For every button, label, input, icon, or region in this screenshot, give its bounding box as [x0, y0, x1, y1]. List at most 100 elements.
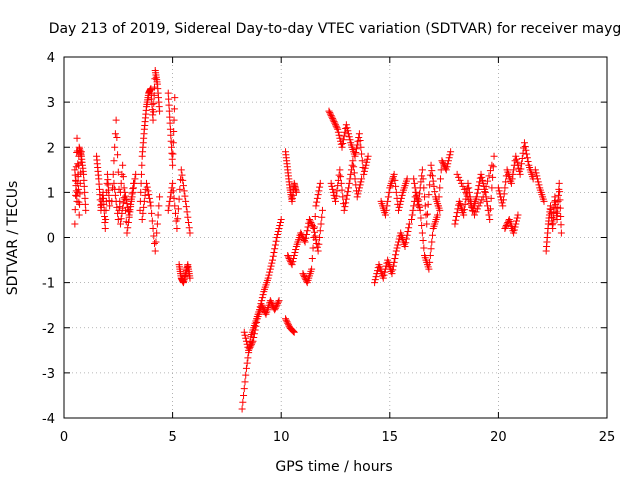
data-point [250, 334, 258, 342]
data-point [288, 261, 296, 269]
y-tick-label: -1 [42, 277, 55, 292]
data-point [110, 179, 118, 187]
data-point [384, 197, 392, 205]
data-point [248, 340, 256, 348]
x-tick-label: 25 [599, 430, 616, 445]
data-point [122, 196, 130, 204]
data-point [423, 210, 431, 218]
data-point [395, 235, 403, 243]
data-point [111, 185, 119, 193]
data-point [127, 197, 135, 205]
data-point [394, 206, 402, 214]
data-point [358, 157, 366, 165]
data-point [289, 327, 297, 335]
data-point [328, 182, 336, 190]
data-point [522, 146, 530, 154]
data-point [410, 179, 418, 187]
data-point [177, 166, 185, 174]
data-point [382, 206, 390, 214]
data-point [335, 131, 343, 139]
data-point [355, 187, 363, 195]
data-point [75, 211, 83, 219]
data-point [337, 140, 345, 148]
data-point [298, 232, 306, 240]
data-point [478, 196, 486, 204]
data-point [334, 176, 342, 184]
data-point [181, 192, 189, 200]
data-point [113, 133, 121, 141]
data-point [524, 158, 532, 166]
data-point [475, 182, 483, 190]
data-point [353, 141, 361, 149]
data-point [109, 170, 117, 178]
data-point [477, 170, 485, 178]
data-point [332, 197, 339, 205]
data-point [299, 234, 307, 241]
data-point [464, 179, 472, 187]
data-point [290, 328, 298, 336]
data-point [417, 214, 425, 222]
data-point [344, 188, 352, 196]
data-point [166, 193, 174, 201]
data-point [244, 354, 252, 362]
data-point [428, 167, 436, 175]
data-point [486, 167, 494, 175]
data-point [484, 177, 492, 185]
data-point [308, 220, 316, 228]
data-point [540, 197, 548, 205]
data-point [473, 193, 481, 201]
y-tick-label: 2 [47, 141, 55, 156]
data-point [372, 273, 380, 281]
data-point [466, 200, 474, 208]
data-point [326, 110, 334, 118]
data-point [74, 160, 82, 168]
data-point [533, 175, 541, 183]
data-point [519, 149, 527, 157]
data-point [533, 172, 541, 180]
data-point [481, 188, 489, 196]
data-point [166, 113, 174, 121]
data-point [302, 234, 310, 242]
data-point [101, 224, 109, 232]
data-point [396, 200, 404, 208]
data-point [119, 161, 127, 169]
data-point [145, 191, 153, 199]
y-tick-label: 0 [47, 232, 55, 247]
data-point [331, 119, 339, 127]
data-point [119, 173, 127, 181]
data-point [245, 345, 253, 353]
data-point [250, 330, 258, 338]
data-point [429, 172, 437, 180]
data-point [485, 172, 493, 180]
data-point [241, 331, 249, 339]
data-point [462, 188, 470, 196]
data-point [173, 224, 181, 232]
data-point [415, 196, 423, 204]
data-point [510, 226, 518, 234]
data-point [106, 202, 114, 210]
data-point [242, 371, 250, 379]
data-point [308, 255, 316, 263]
data-point [394, 241, 402, 249]
data-point [247, 342, 255, 350]
data-point [273, 234, 281, 241]
data-point [240, 385, 248, 393]
data-point [420, 184, 428, 192]
data-point [352, 145, 360, 153]
data-point [391, 255, 399, 263]
data-point [327, 179, 335, 187]
data-point [171, 209, 179, 217]
data-point [329, 188, 337, 196]
data-point [241, 378, 249, 386]
data-point [460, 185, 468, 193]
data-point [156, 193, 164, 201]
data-point [153, 220, 161, 228]
data-point [151, 240, 158, 248]
data-point [310, 234, 318, 241]
data-point [339, 139, 347, 147]
data-point [444, 160, 452, 168]
data-point [252, 322, 260, 330]
data-point [360, 167, 368, 175]
data-point [389, 262, 397, 270]
data-point [179, 176, 187, 184]
